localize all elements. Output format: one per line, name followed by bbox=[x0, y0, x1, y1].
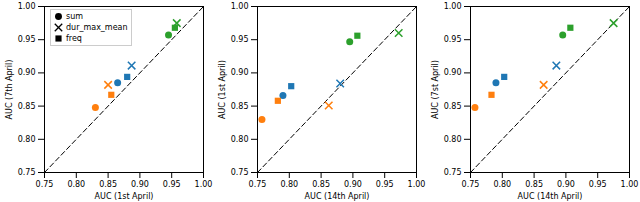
svg-text:1.00: 1.00 bbox=[621, 180, 639, 189]
svg-text:0.90: 0.90 bbox=[131, 180, 149, 189]
svg-text:AUC (14th April): AUC (14th April) bbox=[305, 192, 370, 201]
svg-text:AUC (1st April): AUC (1st April) bbox=[218, 60, 227, 119]
svg-text:0.90: 0.90 bbox=[344, 180, 362, 189]
svg-text:AUC (7st April): AUC (7st April) bbox=[431, 60, 440, 119]
svg-text:0.85: 0.85 bbox=[231, 102, 249, 111]
svg-text:0.75: 0.75 bbox=[36, 180, 54, 189]
svg-text:0.85: 0.85 bbox=[18, 102, 36, 111]
svg-text:1.00: 1.00 bbox=[231, 2, 249, 11]
svg-text:0.85: 0.85 bbox=[525, 180, 543, 189]
svg-text:0.80: 0.80 bbox=[231, 135, 249, 144]
html-text:dur_max_mean: dur_max_mean bbox=[66, 23, 128, 32]
svg-text:0.90: 0.90 bbox=[444, 68, 462, 77]
svg-text:1.00: 1.00 bbox=[195, 180, 213, 189]
html-text:freq: freq bbox=[66, 34, 82, 43]
svg-text:0.90: 0.90 bbox=[557, 180, 575, 189]
svg-text:0.80: 0.80 bbox=[280, 180, 298, 189]
svg-text:0.95: 0.95 bbox=[231, 35, 249, 44]
svg-text:0.95: 0.95 bbox=[444, 35, 462, 44]
svg-text:0.75: 0.75 bbox=[231, 168, 249, 177]
svg-text:AUC (14th April): AUC (14th April) bbox=[518, 192, 583, 201]
svg-text:1.00: 1.00 bbox=[18, 2, 36, 11]
svg-text:0.95: 0.95 bbox=[589, 180, 607, 189]
svg-text:0.90: 0.90 bbox=[18, 68, 36, 77]
svg-text:AUC (7th April): AUC (7th April) bbox=[5, 60, 14, 120]
svg-text:0.75: 0.75 bbox=[444, 168, 462, 177]
svg-text:0.80: 0.80 bbox=[444, 135, 462, 144]
svg-text:0.75: 0.75 bbox=[18, 168, 36, 177]
svg-text:0.85: 0.85 bbox=[444, 102, 462, 111]
svg-text:0.80: 0.80 bbox=[493, 180, 511, 189]
svg-text:AUC (1st April): AUC (1st April) bbox=[95, 192, 154, 201]
html-text:sum: sum bbox=[66, 12, 83, 21]
svg-text:0.85: 0.85 bbox=[99, 180, 117, 189]
svg-text:0.80: 0.80 bbox=[18, 135, 36, 144]
svg-text:0.95: 0.95 bbox=[18, 35, 36, 44]
svg-text:0.75: 0.75 bbox=[249, 180, 267, 189]
svg-text:0.95: 0.95 bbox=[376, 180, 394, 189]
svg-text:0.90: 0.90 bbox=[231, 68, 249, 77]
svg-text:0.75: 0.75 bbox=[462, 180, 480, 189]
svg-text:1.00: 1.00 bbox=[408, 180, 426, 189]
svg-text:0.85: 0.85 bbox=[312, 180, 330, 189]
svg-text:1.00: 1.00 bbox=[444, 2, 462, 11]
svg-text:0.95: 0.95 bbox=[163, 180, 181, 189]
svg-text:0.80: 0.80 bbox=[67, 180, 85, 189]
